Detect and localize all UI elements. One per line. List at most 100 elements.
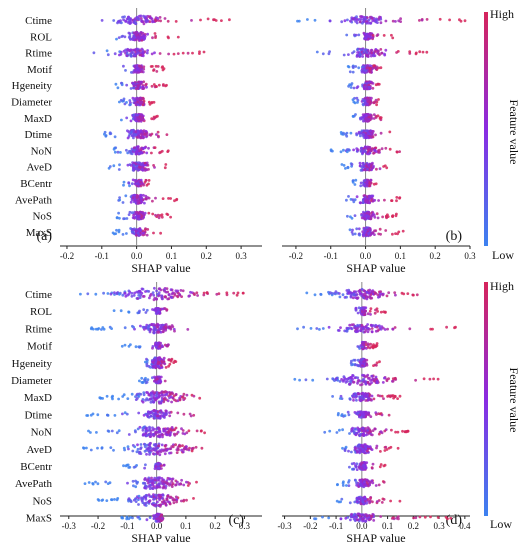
shap-point bbox=[149, 431, 153, 435]
shap-point bbox=[181, 444, 184, 447]
shap-point bbox=[387, 446, 391, 450]
shap-point bbox=[164, 409, 168, 413]
feature-label-bcentr: BCentr bbox=[20, 178, 52, 190]
shap-point bbox=[162, 449, 165, 453]
shap-point bbox=[130, 182, 134, 186]
shap-point bbox=[387, 413, 391, 417]
shap-point bbox=[368, 96, 372, 100]
shap-point bbox=[351, 233, 355, 236]
shap-point bbox=[153, 286, 156, 290]
shap-point bbox=[366, 330, 370, 334]
shap-point bbox=[161, 494, 165, 497]
feature-label-aved: AveD bbox=[27, 162, 53, 174]
shap-point bbox=[139, 49, 142, 53]
shap-point bbox=[364, 309, 367, 313]
shap-point bbox=[161, 68, 165, 72]
shap-point bbox=[391, 327, 395, 331]
shap-point bbox=[365, 290, 369, 294]
shap-point bbox=[232, 291, 236, 295]
shap-point bbox=[121, 201, 125, 204]
shap-point bbox=[366, 398, 370, 402]
beeswarm-row-hgeneity bbox=[347, 80, 381, 91]
shap-point bbox=[148, 478, 151, 481]
feature-label-rtime: Rtime bbox=[25, 323, 52, 335]
shap-point bbox=[185, 480, 188, 484]
shap-point bbox=[189, 414, 193, 418]
shap-point bbox=[368, 288, 372, 292]
shap-point bbox=[371, 33, 375, 37]
shap-point bbox=[148, 397, 152, 401]
shap-point bbox=[135, 450, 139, 454]
shap-point bbox=[349, 295, 353, 299]
shap-point bbox=[364, 382, 368, 386]
shap-point bbox=[142, 193, 145, 197]
shap-point bbox=[369, 307, 373, 310]
shap-point bbox=[176, 35, 180, 39]
shap-point bbox=[375, 413, 378, 416]
shap-point bbox=[150, 101, 154, 104]
shap-point bbox=[94, 292, 98, 296]
shap-point bbox=[128, 184, 131, 188]
shap-point bbox=[378, 412, 382, 416]
shap-point bbox=[133, 291, 137, 295]
beeswarm-row-hgeneity bbox=[349, 357, 381, 368]
shap-point bbox=[122, 180, 126, 184]
shap-point bbox=[349, 379, 352, 383]
beeswarm-row-rol bbox=[354, 306, 387, 317]
shap-point bbox=[169, 358, 173, 362]
shap-point bbox=[182, 412, 186, 416]
beeswarm-row-rol bbox=[112, 307, 169, 315]
shap-point bbox=[156, 500, 159, 504]
shap-point bbox=[136, 311, 140, 315]
shap-point bbox=[296, 19, 299, 23]
shap-point bbox=[382, 34, 386, 37]
shap-point bbox=[362, 20, 366, 23]
shap-point bbox=[431, 327, 434, 331]
shap-point bbox=[383, 376, 386, 380]
shap-point bbox=[157, 444, 161, 448]
shap-point bbox=[161, 394, 165, 397]
shap-point bbox=[167, 364, 171, 368]
shap-point bbox=[360, 383, 364, 386]
shap-point bbox=[395, 150, 399, 154]
shap-point bbox=[185, 498, 188, 502]
shap-point bbox=[147, 168, 150, 171]
shap-point bbox=[160, 500, 164, 504]
shap-point bbox=[372, 199, 375, 203]
shap-point bbox=[369, 129, 372, 133]
shap-point bbox=[161, 433, 165, 437]
shap-point bbox=[157, 482, 161, 486]
shap-point bbox=[367, 85, 371, 89]
shap-point bbox=[160, 344, 164, 348]
shap-point bbox=[131, 228, 135, 232]
shap-point bbox=[147, 393, 151, 397]
shap-point bbox=[85, 446, 88, 450]
shap-point bbox=[113, 150, 117, 154]
shap-point bbox=[339, 150, 343, 154]
shap-point bbox=[356, 98, 360, 102]
shap-point bbox=[198, 50, 201, 54]
shap-point bbox=[355, 395, 359, 398]
shap-point bbox=[353, 198, 357, 202]
shap-point bbox=[396, 430, 400, 434]
shap-point bbox=[145, 452, 148, 456]
shap-point bbox=[161, 65, 165, 69]
shap-point bbox=[118, 50, 122, 53]
shap-point bbox=[362, 296, 366, 300]
shap-point bbox=[115, 228, 118, 232]
beeswarm-row-diameter bbox=[351, 96, 380, 107]
shap-point bbox=[134, 87, 138, 91]
shap-point bbox=[133, 21, 137, 25]
shap-point bbox=[384, 214, 388, 218]
shap-point bbox=[154, 309, 158, 312]
shap-point bbox=[144, 504, 148, 507]
shap-point bbox=[153, 476, 157, 480]
shap-point bbox=[153, 32, 157, 35]
shap-point bbox=[365, 98, 369, 101]
shap-point bbox=[141, 496, 145, 500]
shap-point bbox=[379, 48, 383, 51]
shap-point bbox=[378, 167, 382, 171]
shap-point bbox=[113, 414, 117, 417]
shap-point bbox=[125, 116, 129, 120]
shap-point bbox=[132, 167, 135, 171]
